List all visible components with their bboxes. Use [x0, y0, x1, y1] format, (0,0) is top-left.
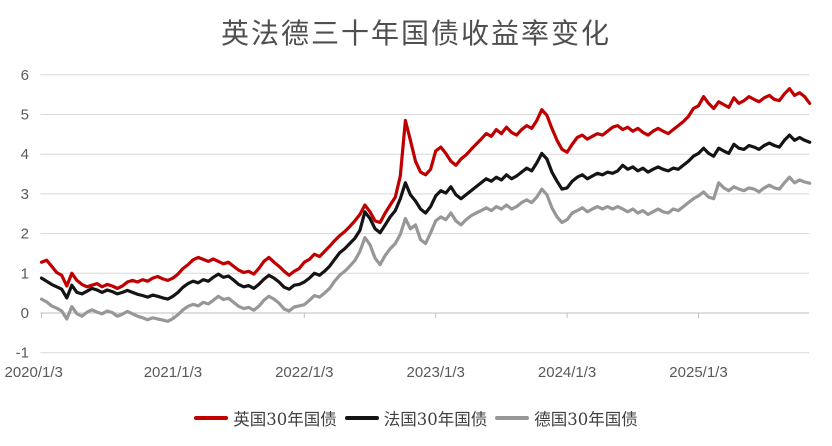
- y-axis-tick-label: 2: [21, 226, 29, 243]
- y-axis-tick-label: 5: [21, 107, 29, 124]
- legend-swatch-uk-30y: [194, 416, 229, 420]
- y-axis-tick-label: 4: [21, 146, 29, 163]
- legend-item-uk-30y: 英国30年国债: [194, 406, 337, 430]
- legend-label-france-30y: 法国30年国债: [383, 410, 488, 429]
- legend-item-france-30y: 法国30年国债: [344, 406, 488, 430]
- y-axis-tick-label: 1: [21, 265, 29, 282]
- x-axis: 2020/1/3 2021/1/3 2022/1/3 2023/1/3 2024/1/3…: [5, 313, 728, 381]
- series-line-france-30y: [39, 133, 812, 301]
- x-axis-tick-label: 2020/1/3: [5, 364, 63, 381]
- legend-label-uk-30y: 英国30年国债: [233, 410, 337, 429]
- chart-title: 英法德三十年国债收益率变化: [220, 17, 611, 50]
- y-axis-tick-label: 3: [21, 186, 29, 203]
- gridlines: [40, 74, 809, 354]
- series-lines: [39, 87, 812, 323]
- legend-label-germany-30y: 德国30年国债: [534, 410, 638, 429]
- y-axis: -1 0 1 2 3 4 5 6: [16, 67, 29, 362]
- y-axis-tick-label: 6: [21, 67, 29, 84]
- x-axis-tick-label: 2024/1/3: [538, 364, 596, 381]
- series-line-uk-30y: [39, 87, 812, 290]
- y-axis-tick-label: 0: [21, 305, 29, 322]
- x-axis-tick-label: 2021/1/3: [144, 364, 202, 381]
- y-axis-tick-label: -1: [16, 345, 29, 362]
- legend-swatch-germany-30y: [495, 416, 530, 420]
- x-axis-tick-label: 2023/1/3: [407, 364, 465, 381]
- legend-swatch-france-30y: [344, 416, 379, 420]
- x-axis-tick-label: 2022/1/3: [275, 364, 333, 381]
- legend-item-germany-30y: 德国30年国债: [495, 406, 638, 430]
- chart-legend: 英国30年国债 法国30年国债 德国30年国债: [0, 404, 832, 432]
- series-line-germany-30y: [39, 175, 812, 323]
- x-axis-tick-label: 2025/1/3: [669, 364, 727, 381]
